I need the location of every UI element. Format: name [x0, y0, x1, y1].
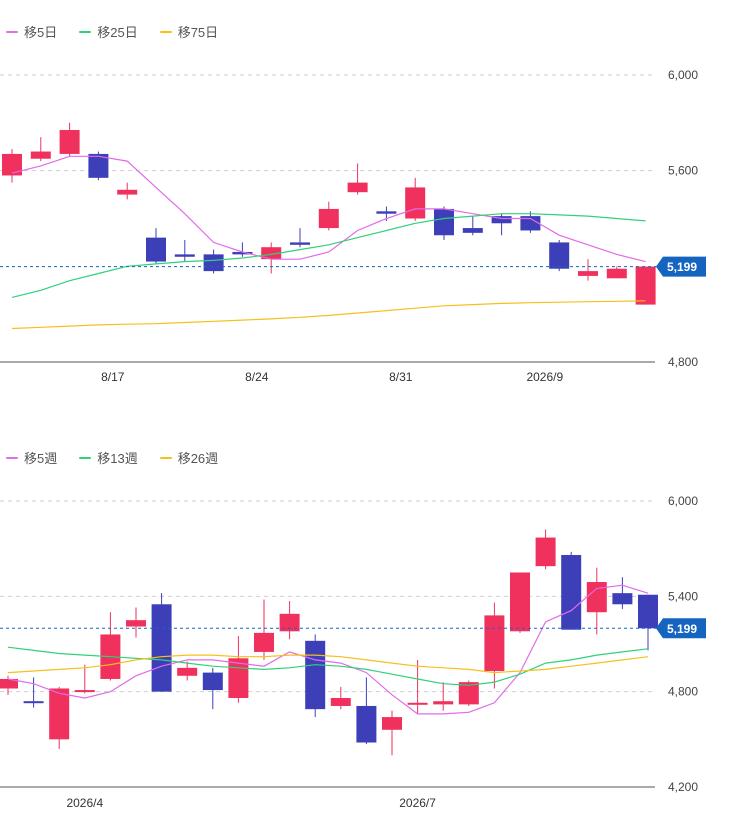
- y-tick-label: 5,600: [668, 164, 698, 178]
- candle-body: [520, 216, 541, 231]
- current-price-tag: [656, 618, 706, 639]
- legend-ma5-week[interactable]: 移5週: [6, 448, 57, 467]
- legend-label: 移5日: [24, 25, 58, 40]
- y-tick-label: 6,000: [668, 494, 698, 508]
- legend-line-icon: [6, 456, 18, 459]
- y-tick-label: 5,400: [668, 589, 698, 603]
- y-tick-label: 4,800: [668, 685, 698, 699]
- moving-average-line: [7, 584, 649, 715]
- candle-body: [635, 266, 656, 305]
- candle-body: [2, 153, 22, 176]
- legend-ma75-day[interactable]: 移75日: [159, 22, 219, 41]
- x-tick-label: 8/17: [101, 370, 125, 384]
- legend-ma26-week[interactable]: 移26週: [159, 448, 219, 467]
- legend-line-icon: [6, 30, 18, 33]
- candle-body: [151, 604, 172, 692]
- candle-body: [126, 620, 146, 627]
- moving-average-line: [7, 646, 649, 686]
- candle-body: [202, 672, 223, 691]
- candle-body: [606, 268, 627, 279]
- candle-body: [405, 187, 426, 219]
- weekly-legend: 移5週 移13週 移26週: [6, 448, 218, 467]
- y-tick-label: 4,200: [668, 780, 698, 794]
- weekly-plot[interactable]: 4,200 4,800 5,400 6,000 2026/4 2026/7 5,199: [0, 426, 737, 822]
- legend-label: 移13週: [97, 451, 138, 466]
- legend-label: 移26週: [177, 451, 219, 466]
- candle-body: [549, 242, 570, 269]
- candle-body: [458, 682, 479, 705]
- legend-ma13-week[interactable]: 移13週: [79, 448, 138, 467]
- candle-body: [254, 632, 274, 652]
- x-tick-label: 8/24: [245, 370, 269, 384]
- candle-body: [0, 678, 18, 689]
- x-tick-label: 2026/4: [66, 796, 103, 810]
- candle-body: [177, 667, 198, 676]
- candle-body: [586, 582, 607, 613]
- candle-body: [174, 254, 195, 257]
- moving-average-line: [11, 155, 646, 263]
- candle-body: [347, 182, 368, 193]
- candle-body: [232, 251, 253, 255]
- moving-average-line: [11, 300, 646, 330]
- daily-chart: 移5日 移25日 移75日 4,800 5,600 6,000 8/17 8/24 8/3…: [0, 0, 737, 400]
- candle-body: [491, 216, 512, 224]
- candle-body: [279, 613, 300, 632]
- weekly-chart: 移5週 移13週 移26週 4,200 4,800 5,400 6,000 2026/4…: [0, 426, 737, 822]
- current-price-tag: [656, 256, 706, 277]
- candle-body: [376, 211, 397, 214]
- legend-ma25-day[interactable]: 移25日: [79, 22, 138, 41]
- daily-plot[interactable]: 4,800 5,600 6,000 8/17 8/24 8/31 2026/9 5,199: [0, 0, 737, 400]
- candle-body: [638, 594, 658, 629]
- candle-body: [561, 555, 582, 630]
- candle-body: [261, 247, 282, 260]
- current-price-label: 5,199: [667, 260, 697, 274]
- candle-body: [462, 228, 483, 233]
- current-price-label: 5,199: [667, 622, 697, 636]
- candle-body: [203, 254, 224, 272]
- candle-body: [407, 702, 428, 705]
- legend-ma5-day[interactable]: 移5日: [6, 22, 57, 41]
- candle-body: [305, 640, 326, 710]
- candle-body: [23, 701, 44, 704]
- candle-body: [484, 615, 505, 672]
- candle-body: [146, 237, 166, 262]
- candle-body: [433, 701, 454, 705]
- legend-label: 移25日: [97, 25, 138, 40]
- candle-body: [434, 208, 454, 236]
- legend-line-icon: [79, 456, 92, 459]
- candle-body: [356, 705, 377, 743]
- y-tick-label: 4,800: [668, 355, 698, 369]
- legend-line-icon: [159, 456, 172, 459]
- x-tick-label: 8/31: [389, 370, 413, 384]
- y-tick-label: 6,000: [668, 68, 698, 82]
- candle-body: [117, 189, 138, 195]
- candle-body: [30, 151, 51, 159]
- candle-body: [318, 208, 339, 229]
- candle-body: [612, 593, 633, 605]
- legend-line-icon: [159, 30, 172, 33]
- candle-body: [510, 572, 530, 632]
- candle-body: [290, 242, 310, 245]
- candle-body: [59, 130, 80, 154]
- candle-body: [88, 153, 109, 178]
- candle-body: [535, 537, 556, 567]
- x-tick-label: 2026/9: [526, 370, 563, 384]
- moving-average-line: [11, 213, 646, 298]
- moving-average-line: [7, 654, 649, 674]
- legend-label: 移5週: [24, 451, 58, 466]
- candle-body: [330, 698, 351, 706]
- legend-line-icon: [79, 30, 92, 33]
- x-tick-label: 2026/7: [399, 796, 436, 810]
- candle-body: [382, 717, 402, 730]
- candle-body: [74, 690, 95, 693]
- daily-legend: 移5日 移25日 移75日: [6, 22, 218, 41]
- legend-label: 移75日: [177, 25, 219, 40]
- candle-body: [49, 688, 70, 740]
- candle-body: [578, 271, 598, 276]
